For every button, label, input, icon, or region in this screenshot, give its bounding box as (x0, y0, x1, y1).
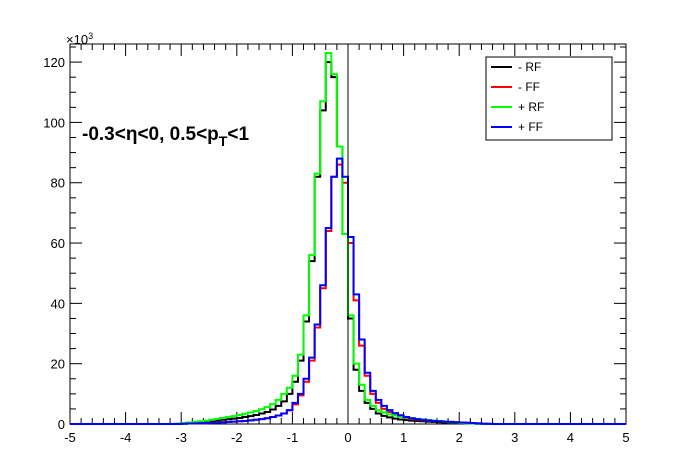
y-tick-label: 60 (51, 236, 65, 251)
x-tick-label: -4 (120, 430, 132, 445)
x-tick-label: 2 (456, 430, 463, 445)
y-tick-label: 0 (58, 417, 65, 432)
axis-ticks (69, 44, 627, 425)
legend-label: - RF (518, 60, 541, 74)
y-tick-labels: 0 20 40 60 80 100 120 (43, 55, 65, 432)
x-tick-label: -2 (231, 430, 243, 445)
x-tick-label: -3 (175, 430, 187, 445)
legend-label: - FF (518, 80, 540, 94)
y-multiplier: ×103 (66, 31, 93, 47)
legend: - RF - FF + RF + FF (485, 56, 613, 141)
x-tick-label: 1 (400, 430, 407, 445)
x-tick-labels: -5 -4 -3 -2 -1 0 1 2 3 4 5 (64, 430, 629, 445)
x-tick-label: 3 (511, 430, 518, 445)
x-tick-label: -5 (64, 430, 76, 445)
y-tick-label: 120 (43, 55, 65, 70)
x-tick-label: 4 (567, 430, 574, 445)
legend-label: + RF (518, 100, 544, 114)
x-tick-label: -1 (287, 430, 299, 445)
y-tick-label: 20 (51, 357, 65, 372)
legend-label: + FF (518, 120, 543, 134)
x-tick-label: 0 (344, 430, 351, 445)
series-line (70, 157, 626, 425)
series-lines (70, 52, 626, 425)
kinematic-annotation: -0.3<η<0, 0.5<pT<1 (82, 124, 249, 149)
y-tick-label: 100 (43, 115, 65, 130)
x-tick-label: 5 (622, 430, 629, 445)
y-tick-label: 80 (51, 176, 65, 191)
y-tick-label: 40 (51, 296, 65, 311)
